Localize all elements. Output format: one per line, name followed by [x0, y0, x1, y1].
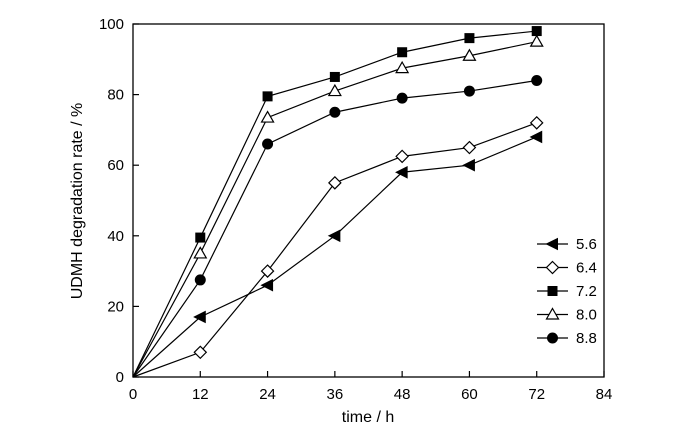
series-5-6 [132, 130, 543, 378]
data-point [327, 229, 341, 243]
data-point [193, 345, 208, 360]
legend-item: 6.4 [537, 260, 597, 277]
legend-marker [545, 237, 558, 251]
series-line [132, 122, 537, 378]
legend-item: 8.0 [537, 307, 597, 324]
x-tick-label: 24 [259, 386, 276, 403]
data-point [328, 176, 342, 190]
y-tick-label: 100 [99, 16, 124, 33]
series-layer [132, 26, 544, 378]
data-point [260, 110, 275, 123]
data-point [464, 33, 475, 44]
x-tick-label: 48 [394, 386, 411, 403]
data-point [462, 48, 477, 61]
data-point [327, 83, 342, 97]
data-point [195, 232, 206, 243]
data-point [396, 92, 408, 104]
series-8-8 [132, 74, 543, 378]
data-point [397, 47, 408, 58]
legend-marker [547, 286, 558, 296]
plot-frame [132, 23, 605, 378]
data-point [395, 60, 410, 74]
data-point [531, 74, 543, 86]
series-7-2 [132, 26, 542, 378]
data-point [529, 34, 544, 47]
legend-item: 5.6 [537, 236, 597, 253]
y-axis-title: UDMH degradation rate / % [69, 103, 86, 300]
x-axis-title: time / h [342, 409, 394, 426]
data-point [260, 278, 274, 292]
data-point [262, 91, 273, 102]
x-tick-label: 36 [327, 386, 344, 403]
legend-label: 6.4 [576, 260, 597, 277]
legend-label: 5.6 [576, 236, 597, 253]
series-line [132, 79, 537, 378]
legend-marker [545, 307, 560, 320]
legend-label: 8.8 [576, 330, 597, 347]
series-line [132, 30, 537, 378]
y-axis-ticks: 0 20 40 60 80 100 [99, 16, 139, 386]
data-point [463, 85, 475, 97]
x-tick-label: 84 [596, 386, 613, 403]
legend: 5.6 6.4 7.2 8.0 8.8 [537, 236, 597, 347]
y-tick-label: 60 [107, 157, 124, 174]
legend-marker [547, 332, 558, 344]
data-point [260, 264, 275, 278]
data-point [329, 106, 341, 118]
data-point [395, 149, 409, 164]
x-tick-label: 12 [192, 386, 209, 403]
plot-border [132, 23, 605, 378]
legend-label: 7.2 [576, 283, 597, 300]
data-point [262, 138, 274, 150]
data-point [329, 71, 340, 82]
legend-item: 8.8 [537, 330, 597, 347]
y-tick-label: 40 [107, 228, 124, 245]
data-point [529, 115, 544, 130]
y-tick-label: 80 [107, 87, 124, 104]
legend-marker [545, 260, 560, 275]
series-6-4 [132, 115, 544, 378]
y-tick-label: 0 [116, 369, 124, 386]
x-axis-ticks: 0 12 24 36 48 60 72 84 [129, 371, 613, 403]
data-point [193, 310, 206, 324]
data-point [462, 158, 475, 172]
data-point [531, 26, 542, 37]
series-line [132, 136, 537, 378]
data-point [395, 165, 408, 179]
legend-label: 8.0 [576, 307, 597, 324]
x-tick-label: 0 [129, 386, 137, 403]
data-point [462, 140, 477, 155]
data-point [193, 246, 208, 259]
data-point [529, 130, 543, 144]
y-tick-label: 20 [107, 298, 124, 315]
legend-item: 7.2 [537, 283, 597, 300]
x-tick-label: 60 [461, 386, 478, 403]
x-tick-label: 72 [528, 386, 545, 403]
data-point [194, 274, 206, 286]
series-8-0 [132, 34, 544, 378]
